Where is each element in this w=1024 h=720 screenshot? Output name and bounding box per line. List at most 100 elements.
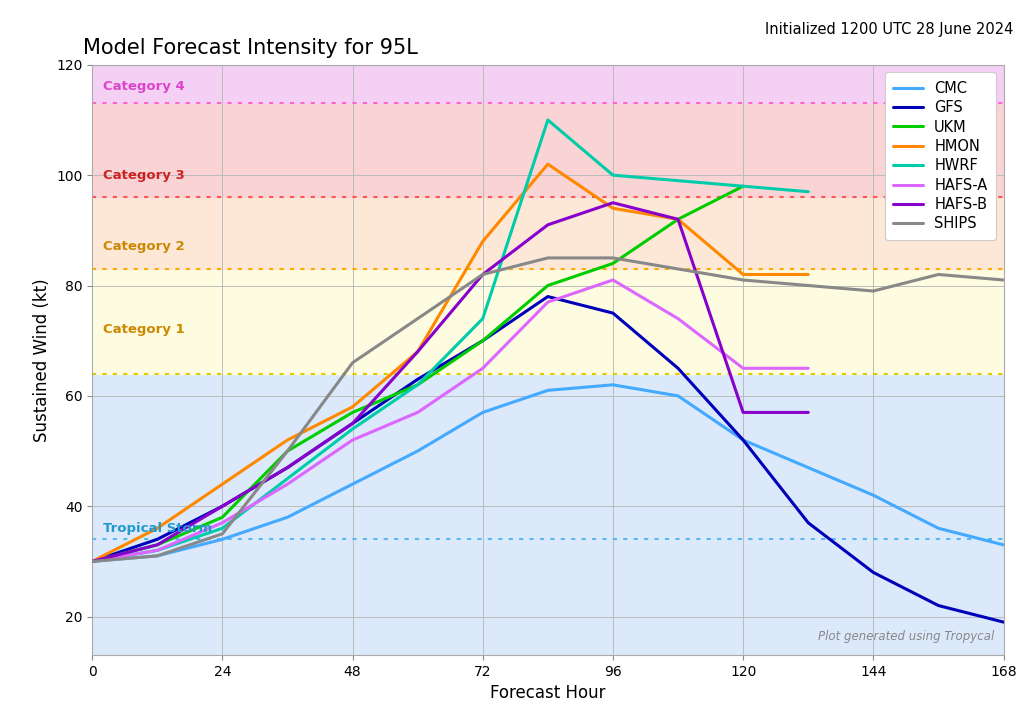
HWRF — [346, 425, 358, 433]
SHIPS — [607, 253, 620, 262]
SHIPS — [542, 253, 554, 262]
HAFS-A — [476, 364, 488, 372]
Bar — [92, 197, 1004, 269]
Text: Category 4: Category 4 — [103, 81, 185, 94]
CMC — [542, 386, 554, 395]
SHIPS — [802, 282, 814, 290]
Line: HMON: HMON — [92, 164, 808, 562]
Text: Category 3: Category 3 — [103, 168, 185, 181]
Text: Tropical Storm: Tropical Storm — [103, 522, 212, 535]
HWRF — [412, 380, 424, 389]
HAFS-A — [672, 315, 684, 323]
HAFS-B — [607, 199, 620, 207]
HMON — [607, 204, 620, 212]
CMC — [997, 541, 1010, 549]
SHIPS — [346, 359, 358, 367]
HMON — [216, 480, 228, 488]
HAFS-B — [86, 557, 98, 566]
Line: GFS: GFS — [92, 297, 1004, 622]
SHIPS — [932, 270, 944, 279]
HMON — [542, 160, 554, 168]
CMC — [346, 480, 358, 488]
UKM — [282, 446, 294, 455]
CMC — [86, 557, 98, 566]
HAFS-A — [216, 518, 228, 527]
Text: Initialized 1200 UTC 28 June 2024: Initialized 1200 UTC 28 June 2024 — [765, 22, 1014, 37]
GFS — [86, 557, 98, 566]
Y-axis label: Sustained Wind (kt): Sustained Wind (kt) — [33, 278, 50, 442]
GFS — [932, 601, 944, 610]
HWRF — [476, 315, 488, 323]
HWRF — [802, 187, 814, 196]
SHIPS — [997, 276, 1010, 284]
HAFS-B — [152, 541, 164, 549]
UKM — [737, 182, 750, 191]
Bar — [92, 65, 1004, 104]
UKM — [412, 380, 424, 389]
Bar — [92, 374, 1004, 539]
GFS — [346, 419, 358, 428]
CMC — [152, 552, 164, 560]
GFS — [867, 568, 880, 577]
Text: Plot generated using Tropycal: Plot generated using Tropycal — [818, 631, 994, 644]
GFS — [737, 436, 750, 444]
HWRF — [737, 182, 750, 191]
CMC — [412, 446, 424, 455]
Legend: CMC, GFS, UKM, HMON, HWRF, HAFS-A, HAFS-B, SHIPS: CMC, GFS, UKM, HMON, HWRF, HAFS-A, HAFS-… — [885, 72, 996, 240]
GFS — [672, 364, 684, 372]
HAFS-A — [152, 546, 164, 554]
HAFS-A — [282, 480, 294, 488]
Text: Category 1: Category 1 — [103, 323, 184, 336]
CMC — [476, 408, 488, 417]
SHIPS — [282, 446, 294, 455]
UKM — [672, 215, 684, 224]
HAFS-A — [802, 364, 814, 372]
CMC — [607, 380, 620, 389]
SHIPS — [86, 557, 98, 566]
CMC — [672, 392, 684, 400]
HAFS-A — [346, 436, 358, 444]
Line: HWRF: HWRF — [92, 120, 808, 562]
GFS — [152, 535, 164, 544]
HAFS-A — [542, 298, 554, 307]
HMON — [476, 237, 488, 246]
HMON — [737, 270, 750, 279]
SHIPS — [216, 529, 228, 538]
HWRF — [672, 176, 684, 185]
HMON — [672, 215, 684, 224]
UKM — [152, 541, 164, 549]
SHIPS — [476, 270, 488, 279]
GFS — [542, 292, 554, 301]
GFS — [282, 463, 294, 472]
CMC — [932, 524, 944, 533]
HAFS-B — [216, 502, 228, 510]
CMC — [802, 463, 814, 472]
HAFS-A — [86, 557, 98, 566]
UKM — [216, 513, 228, 521]
HMON — [802, 270, 814, 279]
HWRF — [282, 474, 294, 483]
Line: HAFS-A: HAFS-A — [92, 280, 808, 562]
UKM — [346, 408, 358, 417]
GFS — [412, 375, 424, 384]
HAFS-A — [737, 364, 750, 372]
GFS — [216, 502, 228, 510]
GFS — [802, 518, 814, 527]
HWRF — [216, 524, 228, 533]
HMON — [282, 436, 294, 444]
HAFS-B — [737, 408, 750, 417]
HAFS-B — [802, 408, 814, 417]
UKM — [542, 282, 554, 290]
UKM — [86, 557, 98, 566]
HAFS-B — [412, 348, 424, 356]
HAFS-B — [346, 419, 358, 428]
Line: UKM: UKM — [92, 186, 743, 562]
HAFS-B — [542, 220, 554, 229]
CMC — [867, 491, 880, 500]
HAFS-A — [607, 276, 620, 284]
CMC — [282, 513, 294, 521]
HMON — [412, 348, 424, 356]
GFS — [997, 618, 1010, 626]
Bar — [92, 104, 1004, 197]
HAFS-B — [476, 270, 488, 279]
